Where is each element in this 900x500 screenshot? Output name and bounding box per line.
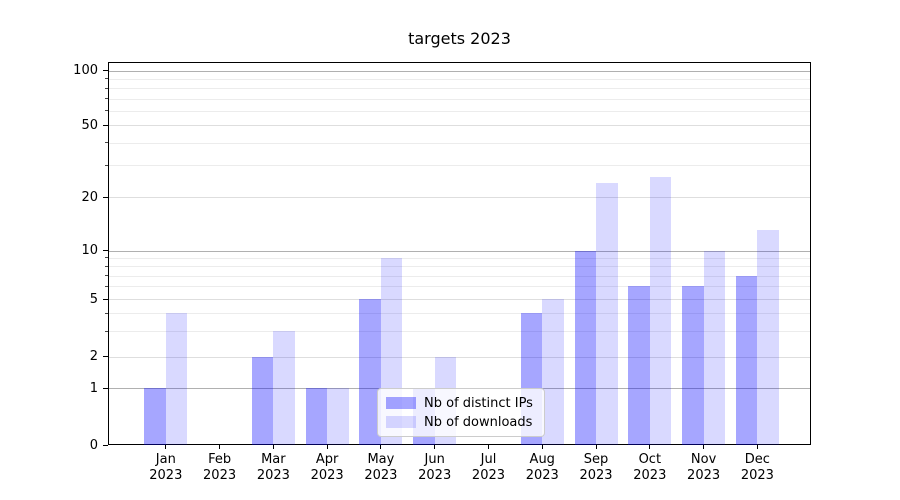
- x-tick-label-jun: Jun 2023: [418, 452, 452, 483]
- legend-item-distinct-ips: Nb of distinct IPs: [386, 396, 536, 411]
- y-tick-mark-minor-90: [105, 78, 108, 80]
- x-tick-mark-feb: [219, 445, 221, 449]
- x-tick-label-apr: Apr 2023: [310, 452, 344, 483]
- gridline-y-50: [109, 125, 810, 127]
- x-tick-mark-dec: [756, 445, 758, 449]
- gridline-y-80: [109, 88, 810, 90]
- x-tick-mark-jun: [434, 445, 436, 449]
- x-tick-mark-may: [380, 445, 382, 449]
- x-tick-label-dec: Dec 2023: [740, 452, 774, 483]
- bar-distinct-ips-jan-2023: [144, 388, 166, 445]
- y-tick-mark-5: [103, 298, 108, 300]
- y-tick-mark-minor-40: [105, 142, 108, 144]
- plot-area: [108, 62, 811, 445]
- chart-title: targets 2023: [408, 29, 511, 48]
- bar-distinct-ips-mar-2023: [251, 356, 274, 445]
- bar-distinct-ips-apr-2023: [305, 388, 328, 445]
- y-tick-mark-minor-8: [105, 265, 108, 267]
- gridline-y-60: [109, 110, 810, 112]
- bar-downloads-apr-2023: [327, 388, 349, 445]
- x-tick-mark-sep: [595, 445, 597, 449]
- gridline-y-20: [109, 197, 810, 199]
- bar-distinct-ips-sep-2023: [574, 250, 597, 445]
- y-tick-mark-minor-60: [105, 110, 108, 112]
- bar-downloads-nov-2023: [703, 250, 726, 445]
- gridline-y-30: [109, 165, 810, 167]
- y-tick-mark-2: [103, 356, 108, 358]
- x-tick-label-jan: Jan 2023: [149, 452, 183, 483]
- gridline-y-4: [109, 313, 810, 315]
- x-tick-label-aug: Aug 2023: [525, 452, 559, 483]
- y-tick-mark-1: [103, 387, 108, 389]
- x-tick-mark-aug: [541, 445, 543, 449]
- legend-swatch-downloads-icon: [386, 416, 416, 428]
- y-tick-mark-100: [103, 70, 108, 71]
- y-tick-label-0: 0: [89, 437, 98, 453]
- y-tick-mark-minor-30: [105, 164, 108, 166]
- y-tick-mark-minor-9: [105, 257, 108, 259]
- y-tick-mark-minor-70: [105, 98, 108, 100]
- x-tick-label-mar: Mar 2023: [256, 452, 290, 483]
- gridline-y-100: [109, 70, 810, 72]
- x-tick-mark-jul: [487, 445, 489, 449]
- bar-downloads-mar-2023: [273, 331, 295, 445]
- gridline-y-40: [109, 142, 810, 144]
- bar-downloads-jan-2023: [165, 313, 188, 445]
- bar-downloads-sep-2023: [596, 182, 618, 445]
- x-tick-label-sep: Sep 2023: [579, 452, 613, 483]
- y-tick-mark-50: [103, 124, 108, 126]
- x-tick-mark-apr: [326, 445, 328, 449]
- x-tick-label-oct: Oct 2023: [633, 452, 667, 483]
- y-tick-label-2: 2: [89, 349, 98, 365]
- y-tick-mark-0: [103, 444, 108, 446]
- gridline-y-7: [109, 275, 810, 277]
- gridline-y-10: [109, 250, 810, 252]
- x-tick-mark-oct: [649, 445, 651, 449]
- x-tick-label-nov: Nov 2023: [687, 452, 721, 483]
- y-tick-mark-minor-6: [105, 285, 108, 287]
- legend-swatch-distinct-ips-icon: [386, 397, 416, 409]
- bar-distinct-ips-nov-2023: [682, 286, 704, 445]
- gridline-y-3: [109, 331, 810, 333]
- bar-downloads-aug-2023: [542, 299, 564, 445]
- legend-label-distinct-ips: Nb of distinct IPs: [424, 395, 533, 411]
- bar-distinct-ips-oct-2023: [628, 286, 650, 445]
- gridline-y-90: [109, 78, 810, 80]
- x-tick-mark-nov: [703, 445, 705, 449]
- legend-label-downloads: Nb of downloads: [424, 414, 533, 430]
- y-tick-mark-minor-3: [105, 330, 108, 332]
- y-tick-label-50: 50: [81, 117, 98, 133]
- y-tick-label-1: 1: [89, 380, 98, 396]
- x-tick-label-jul: Jul 2023: [471, 452, 506, 483]
- bar-distinct-ips-may-2023: [359, 299, 381, 445]
- legend: Nb of distinct IPs Nb of downloads: [377, 388, 545, 437]
- y-tick-label-10: 10: [81, 243, 98, 258]
- gridline-y-2: [109, 356, 810, 358]
- bar-downloads-dec-2023: [757, 230, 779, 445]
- x-tick-mark-mar: [272, 445, 274, 449]
- gridline-y-8: [109, 266, 810, 268]
- x-tick-label-feb: Feb 2023: [203, 452, 237, 483]
- legend-item-downloads: Nb of downloads: [386, 415, 536, 430]
- gridline-y-9: [109, 257, 810, 259]
- x-tick-label-may: May 2023: [364, 452, 398, 483]
- y-tick-label-5: 5: [89, 291, 98, 307]
- x-tick-mark-jan: [165, 445, 167, 449]
- y-tick-mark-minor-4: [105, 312, 108, 314]
- bar-downloads-oct-2023: [649, 176, 672, 445]
- y-tick-label-20: 20: [81, 189, 98, 205]
- gridline-y-70: [109, 98, 810, 100]
- gridline-y-6: [109, 286, 810, 288]
- y-tick-mark-minor-80: [105, 87, 108, 89]
- y-tick-mark-minor-7: [105, 275, 108, 277]
- gridline-y-5: [109, 299, 810, 301]
- bar-distinct-ips-dec-2023: [735, 275, 758, 445]
- y-tick-mark-20: [103, 196, 108, 198]
- y-tick-label-100: 100: [73, 63, 98, 78]
- y-tick-mark-10: [103, 250, 108, 251]
